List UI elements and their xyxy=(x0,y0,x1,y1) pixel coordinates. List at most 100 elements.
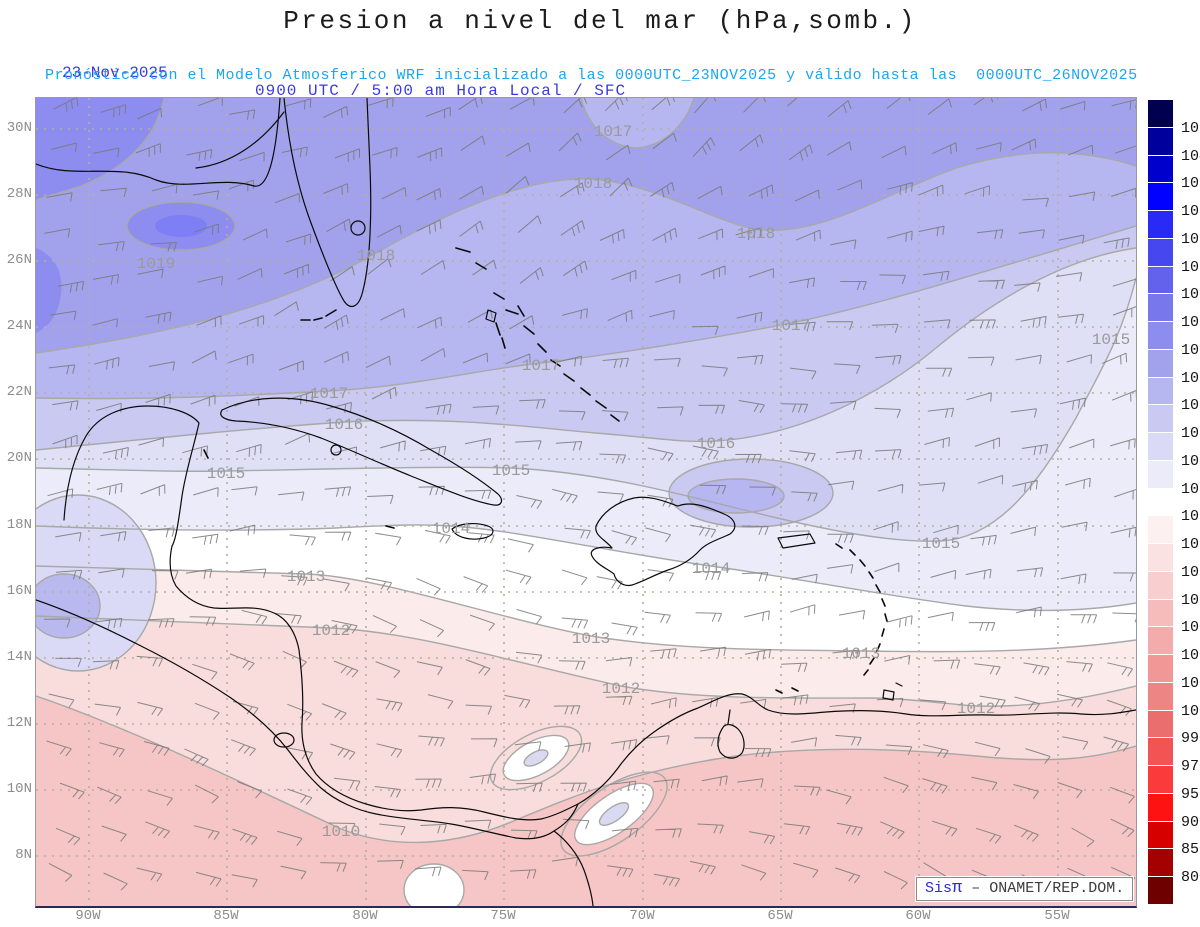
valid-time: 0900 UTC / 5:00 am Hora Local / SFC xyxy=(255,82,627,100)
colorbar-tick-label: 1020 xyxy=(1181,314,1200,332)
lat-tick-label: 22N xyxy=(6,384,32,400)
colorbar-swatch xyxy=(1148,349,1173,378)
colorbar-tick-label: 1028 xyxy=(1181,230,1200,248)
isobar-value-label: 1012 xyxy=(957,700,995,718)
credit-badge: Sisπ – ONAMET/REP.DOM. xyxy=(916,877,1134,901)
colorbar-tick-label: 1014 xyxy=(1181,480,1200,498)
colorbar-swatch xyxy=(1148,238,1173,267)
colorbar-tick-label: 1040 xyxy=(1181,147,1200,165)
isobar-value-label: 1018 xyxy=(357,247,395,265)
isobar-contours xyxy=(36,98,1136,906)
lat-tick-label: 12N xyxy=(6,715,32,731)
lat-tick-label: 18N xyxy=(6,517,32,533)
pi-symbol: π xyxy=(952,879,963,898)
colorbar-swatch xyxy=(1148,599,1173,628)
isobar-value-label: 1013 xyxy=(842,645,880,663)
page-title: Presion a nivel del mar (hPa,somb.) xyxy=(283,6,917,36)
colorbar-tick-label: 1012 xyxy=(1181,536,1200,554)
colorbar-tick-label: 1030 xyxy=(1181,203,1200,221)
colorbar-swatch xyxy=(1148,849,1173,877)
isobar-value-label: 1012 xyxy=(602,680,640,698)
isobar-labels: 1019 1018 1018 1018 1017 1017 1017 1017 1016 1016… xyxy=(137,123,1130,841)
colorbar-swatch xyxy=(1148,655,1173,683)
isobar-value-label: 1014 xyxy=(692,560,730,578)
colorbar-swatch xyxy=(1148,710,1173,739)
isobar-value-label: 1015 xyxy=(492,462,530,480)
colorbar-tick-label: 950 xyxy=(1181,785,1200,803)
colorbar-tick-label: 1016 xyxy=(1181,425,1200,443)
colorbar-swatch xyxy=(1148,100,1173,128)
colorbar-swatch xyxy=(1148,793,1173,822)
isobar-value-label: 1017 xyxy=(522,357,560,375)
lat-tick-label: 14N xyxy=(6,649,32,665)
lat-tick-label: 10N xyxy=(6,781,32,797)
colorbar-tick-label: 1008 xyxy=(1181,591,1200,609)
forecast-model-line: Pronóstico con el Modelo Atmosferico WRF… xyxy=(45,67,1138,84)
isobar-value-label: 1010 xyxy=(322,823,360,841)
colorbar-swatch xyxy=(1148,627,1173,655)
isobar-value-label: 1017 xyxy=(594,123,632,141)
isobar-value-label: 1015 xyxy=(1092,331,1130,349)
lon-tick-label: 60W xyxy=(905,908,931,924)
colorbar-tick-label: 1010 xyxy=(1181,563,1200,581)
coastlines xyxy=(36,98,1136,906)
isobar-value-label: 1013 xyxy=(287,568,325,586)
colorbar-tick-label: 800 xyxy=(1181,869,1200,887)
colorbar-swatch xyxy=(1148,571,1173,600)
colorbar-tick-label: 1025 xyxy=(1181,258,1200,276)
colorbar xyxy=(1148,100,1173,905)
colorbar-tick-label: 1019 xyxy=(1181,341,1200,359)
colorbar-swatch xyxy=(1148,183,1173,211)
colorbar-tick-label: 1018 xyxy=(1181,369,1200,387)
isobar-value-label: 1019 xyxy=(137,255,175,273)
isobar-value-label: 1013 xyxy=(572,630,610,648)
colorbar-tick-label: 900 xyxy=(1181,813,1200,831)
pressure-map: 1019 1018 1018 1018 1017 1017 1017 1017 1016 1016… xyxy=(36,98,1136,906)
lon-tick-label: 85W xyxy=(213,908,239,924)
lon-tick-label: 75W xyxy=(490,908,516,924)
isobar-value-label: 1012 xyxy=(312,622,350,640)
colorbar-swatch xyxy=(1148,488,1173,517)
valid-date: 23-Nov-2025 xyxy=(62,64,168,82)
isobar-value-label: 1015 xyxy=(207,465,245,483)
colorbar-tick-label: 970 xyxy=(1181,758,1200,776)
colorbar-swatch xyxy=(1148,294,1173,322)
colorbar-tick-label: 1004 xyxy=(1181,647,1200,665)
isobar-value-label: 1018 xyxy=(737,225,775,243)
colorbar-tick-label: 1022 xyxy=(1181,286,1200,304)
colorbar-tick-label: 1002 xyxy=(1181,674,1200,692)
colorbar-tick-label: 1013 xyxy=(1181,508,1200,526)
isobar-value-label: 1015 xyxy=(922,535,960,553)
lat-tick-label: 28N xyxy=(6,186,32,202)
lat-tick-label: 30N xyxy=(6,120,32,136)
colorbar-swatch xyxy=(1148,405,1173,433)
sistt-logo-text: Sis xyxy=(925,880,953,897)
colorbar-swatch xyxy=(1148,433,1173,461)
colorbar-swatch xyxy=(1148,766,1173,794)
lat-tick-label: 16N xyxy=(6,583,32,599)
colorbar-swatch xyxy=(1148,322,1173,350)
colorbar-swatch xyxy=(1148,544,1173,572)
lon-tick-label: 65W xyxy=(767,908,793,924)
colorbar-swatch xyxy=(1148,211,1173,239)
colorbar-tick-label: 1050 xyxy=(1181,119,1200,137)
lat-tick-label: 20N xyxy=(6,450,32,466)
lon-tick-label: 90W xyxy=(75,908,101,924)
colorbar-tick-label: 1006 xyxy=(1181,619,1200,637)
wind-barbs xyxy=(43,98,1136,894)
colorbar-swatch xyxy=(1148,460,1173,489)
colorbar-swatch xyxy=(1148,127,1173,156)
lat-lon-gridlines xyxy=(36,98,1136,906)
colorbar-tick-label: 850 xyxy=(1181,841,1200,859)
colorbar-tick-label: 990 xyxy=(1181,730,1200,748)
colorbar-tick-label: 1017 xyxy=(1181,397,1200,415)
lon-tick-label: 55W xyxy=(1044,908,1070,924)
map-area: 1019 1018 1018 1018 1017 1017 1017 1017 1016 1016… xyxy=(35,97,1137,908)
isobar-value-label: 1017 xyxy=(310,385,348,403)
credit-text: – ONAMET/REP.DOM. xyxy=(971,880,1125,897)
colorbar-tick-label: 1015 xyxy=(1181,452,1200,470)
colorbar-swatch xyxy=(1148,155,1173,184)
colorbar-swatch xyxy=(1148,516,1173,544)
colorbar-swatch xyxy=(1148,821,1173,850)
